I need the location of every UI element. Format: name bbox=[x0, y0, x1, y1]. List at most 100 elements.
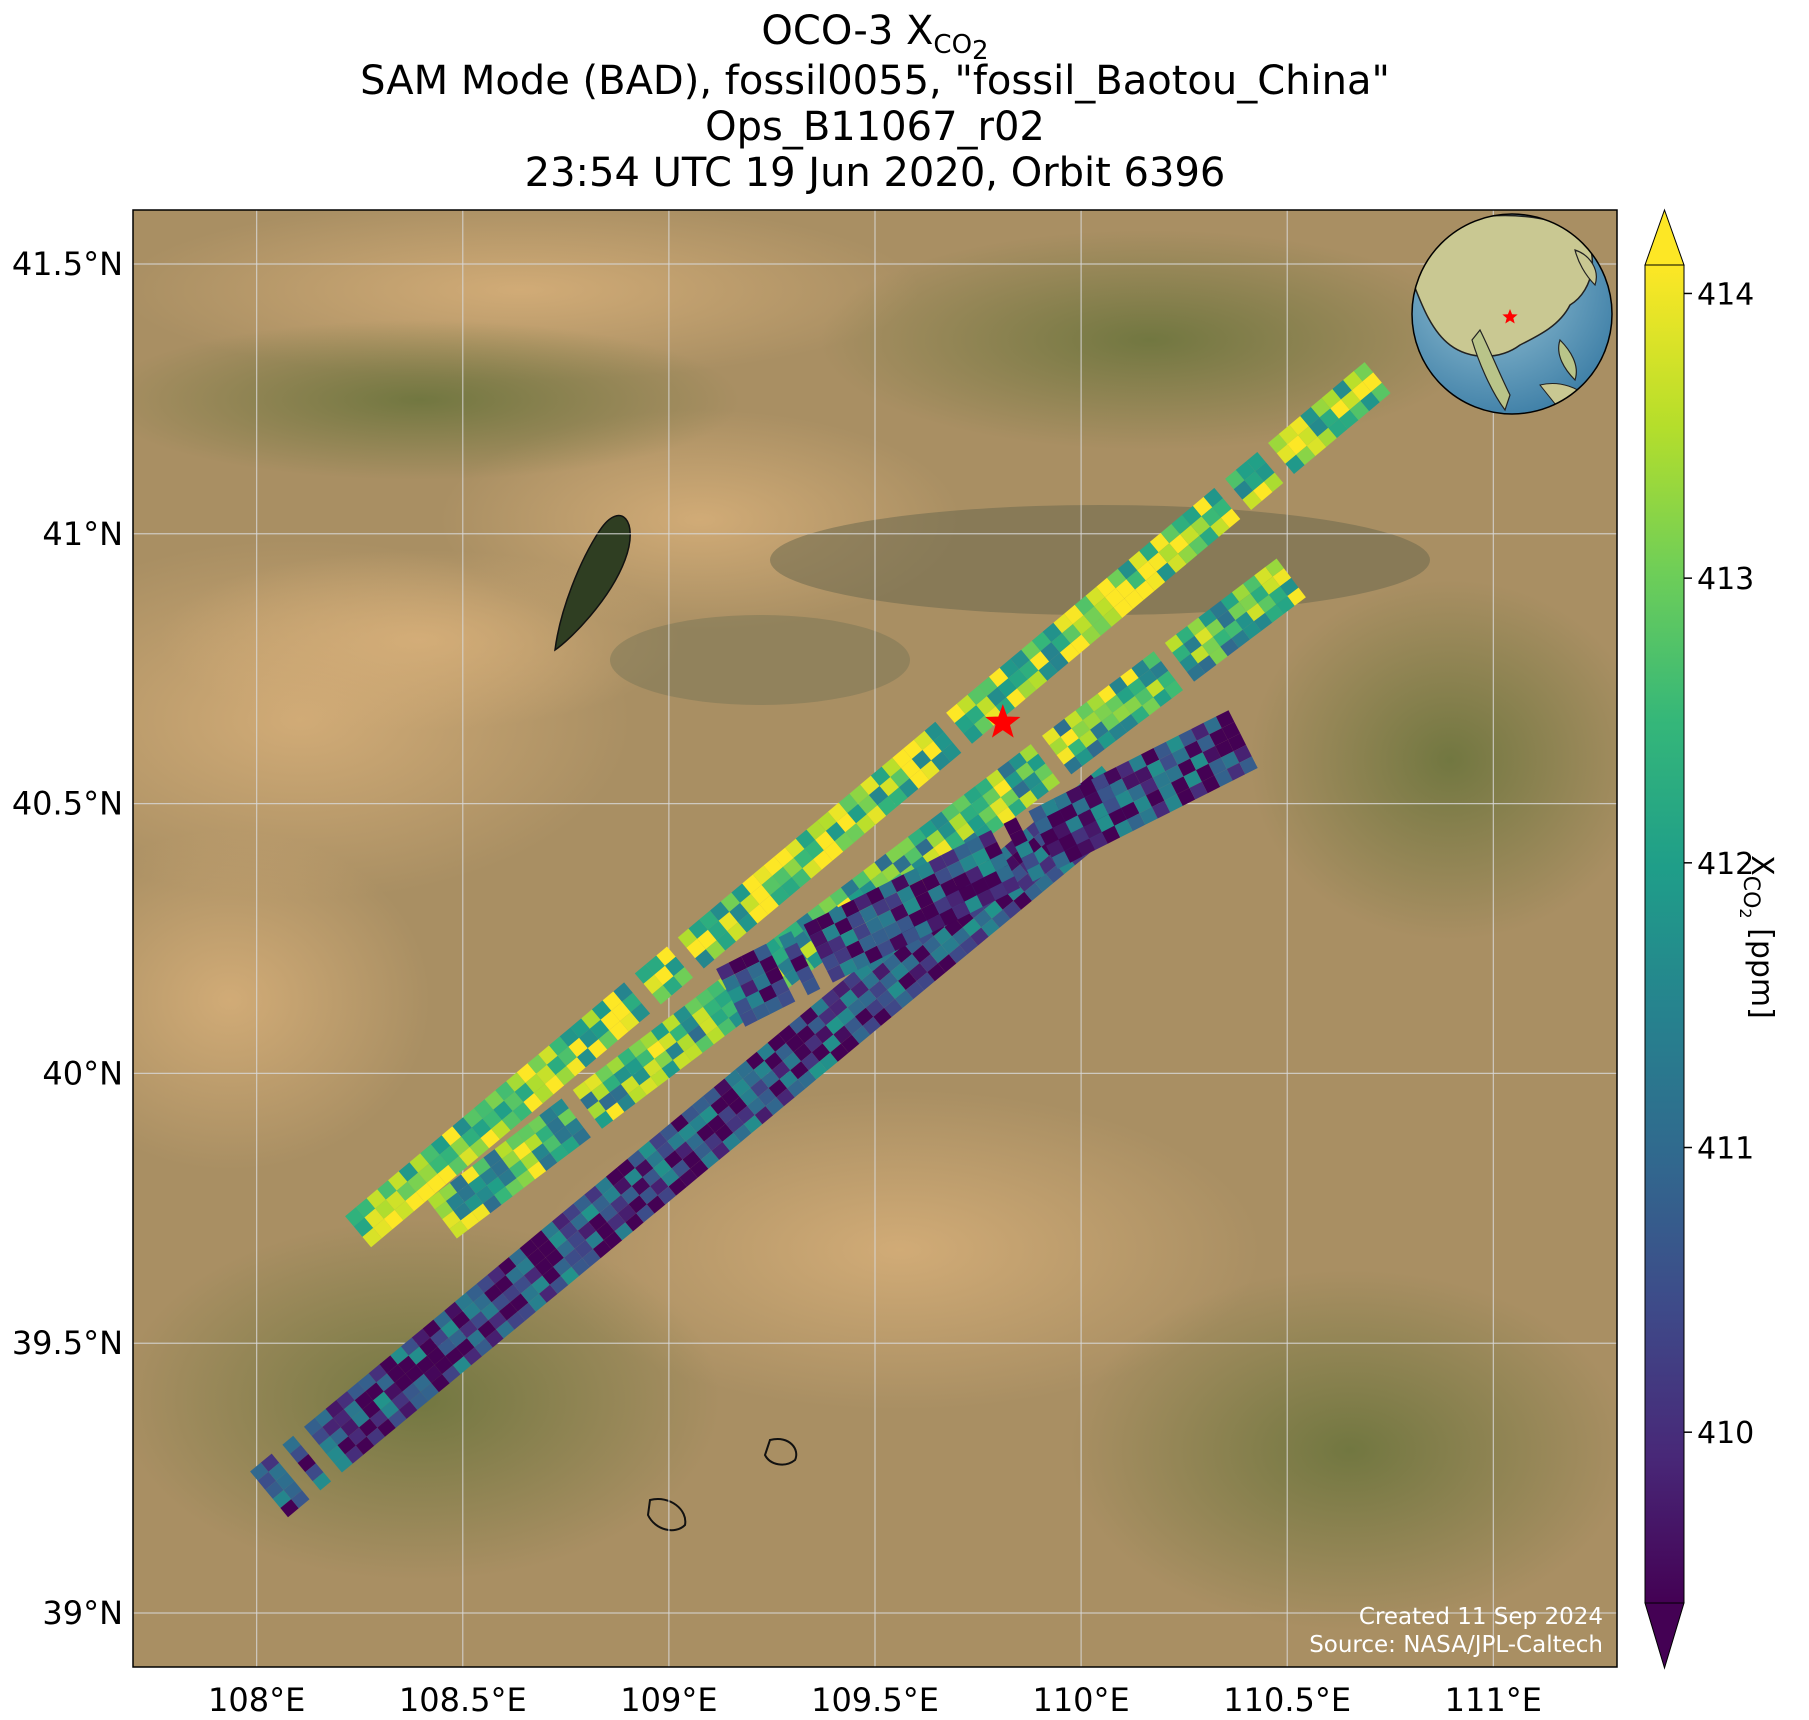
sounding-cell bbox=[809, 930, 828, 948]
sounding-cell bbox=[941, 849, 960, 867]
sounding-cell bbox=[997, 678, 1017, 698]
sounding-cell bbox=[1094, 597, 1114, 617]
sounding-cell bbox=[577, 1221, 597, 1240]
sounding-cell bbox=[952, 794, 972, 813]
sounding-cell bbox=[1049, 736, 1068, 756]
sounding-cell bbox=[474, 1338, 493, 1357]
sounding-cell bbox=[1019, 744, 1039, 763]
sounding-cell bbox=[1202, 745, 1221, 764]
sounding-cell bbox=[1172, 644, 1191, 663]
sounding-cell bbox=[570, 1212, 589, 1231]
sounding-cell bbox=[986, 769, 1005, 788]
sounding-cell bbox=[336, 1391, 355, 1410]
sounding-cell bbox=[488, 1311, 507, 1330]
sounding-cell bbox=[463, 1108, 483, 1128]
sounding-cell bbox=[732, 1078, 751, 1097]
sounding-cell bbox=[778, 1024, 797, 1043]
sounding-cell bbox=[946, 860, 966, 879]
sounding-cell bbox=[1056, 746, 1076, 765]
sounding-cell bbox=[839, 958, 858, 977]
sounding-cell bbox=[413, 1373, 432, 1392]
sounding-cell bbox=[1089, 832, 1108, 850]
sounding-cell bbox=[866, 805, 887, 825]
sounding-cell bbox=[922, 847, 941, 866]
sounding-cell bbox=[614, 1222, 633, 1241]
sounding-cell bbox=[457, 1184, 476, 1203]
sounding-cell bbox=[1268, 434, 1288, 454]
sounding-cell bbox=[472, 1157, 491, 1176]
sounding-cell bbox=[486, 1176, 506, 1195]
sounding-cell bbox=[276, 1471, 295, 1490]
sounding-cell bbox=[397, 1355, 417, 1374]
sounding-cell bbox=[369, 1409, 389, 1428]
sounding-cell bbox=[1213, 628, 1232, 647]
sounding-cell bbox=[450, 1136, 470, 1156]
sounding-cell bbox=[903, 739, 923, 759]
sounding-cell bbox=[442, 1210, 461, 1229]
sounding-cell bbox=[964, 895, 983, 914]
sounding-cell bbox=[473, 1293, 492, 1312]
sounding-cell bbox=[1006, 688, 1026, 708]
sounding-cell bbox=[498, 1257, 517, 1276]
sounding-cell bbox=[922, 936, 942, 955]
sounding-cell bbox=[545, 1248, 564, 1267]
sounding-cell bbox=[1171, 514, 1191, 535]
sounding-cell bbox=[620, 1012, 640, 1032]
sounding-cell bbox=[665, 1041, 685, 1060]
sounding-cell bbox=[477, 1320, 496, 1339]
sounding-cell bbox=[838, 793, 859, 813]
sounding-cell bbox=[1371, 382, 1391, 403]
sounding-cell bbox=[1231, 629, 1250, 648]
sounding-cell bbox=[1101, 825, 1121, 844]
sounding-cell bbox=[375, 1199, 395, 1219]
sounding-cell bbox=[934, 866, 953, 885]
sounding-cell bbox=[562, 1203, 582, 1222]
sounding-cell bbox=[971, 877, 990, 896]
sounding-cell bbox=[706, 980, 726, 999]
sounding-cell bbox=[858, 989, 877, 1008]
sounding-cell bbox=[1209, 728, 1228, 746]
sounding-cell bbox=[602, 991, 622, 1011]
sounding-cell bbox=[870, 871, 889, 890]
colorbar-ticks: 410 411 412 413 414 bbox=[1684, 277, 1754, 1451]
colorbar-tick-label: 411 bbox=[1697, 1132, 1754, 1167]
sounding-cell bbox=[519, 1239, 538, 1258]
sounding-cell bbox=[763, 856, 783, 876]
sounding-cell bbox=[553, 1257, 572, 1276]
sounding-cell bbox=[1092, 616, 1112, 636]
sounding-cell bbox=[459, 1147, 479, 1167]
sounding-cell bbox=[490, 1158, 510, 1177]
sounding-cell bbox=[677, 928, 698, 948]
sounding-cell bbox=[394, 1373, 413, 1392]
sounding-cell bbox=[995, 891, 1014, 910]
sounding-cell bbox=[368, 1364, 387, 1383]
sounding-cell bbox=[1072, 615, 1093, 635]
sounding-cell bbox=[394, 1200, 414, 1221]
xco2-soundings bbox=[250, 362, 1391, 1518]
sounding-cell bbox=[1082, 711, 1102, 730]
sounding-cell bbox=[509, 1160, 528, 1179]
sounding-cell bbox=[1164, 794, 1183, 813]
sounding-cell bbox=[846, 911, 866, 929]
sounding-cell bbox=[1023, 771, 1042, 791]
sounding-cell bbox=[660, 1168, 680, 1187]
sounding-cell bbox=[325, 1400, 344, 1419]
sounding-cell bbox=[833, 1025, 852, 1044]
sounding-cell bbox=[645, 1150, 665, 1169]
sounding-cell bbox=[1112, 704, 1131, 723]
sounding-cell bbox=[573, 1194, 592, 1213]
sounding-cell bbox=[351, 1409, 370, 1428]
sounding-cell bbox=[724, 1069, 743, 1088]
sounding-cell bbox=[630, 1003, 651, 1023]
sounding-cell bbox=[840, 879, 860, 898]
sounding-cell bbox=[334, 1454, 353, 1473]
sounding-cell bbox=[1102, 796, 1121, 815]
sounding-cell bbox=[463, 1347, 482, 1366]
title-line-4: 23:54 UTC 19 Jun 2020, Orbit 6396 bbox=[524, 150, 1226, 196]
sounding-cell bbox=[1228, 601, 1247, 621]
sounding-cell bbox=[744, 1115, 763, 1134]
sounding-cell bbox=[817, 811, 837, 831]
sounding-cell bbox=[505, 1266, 524, 1285]
sounding-cell bbox=[893, 944, 913, 963]
sounding-cell bbox=[291, 1490, 310, 1509]
